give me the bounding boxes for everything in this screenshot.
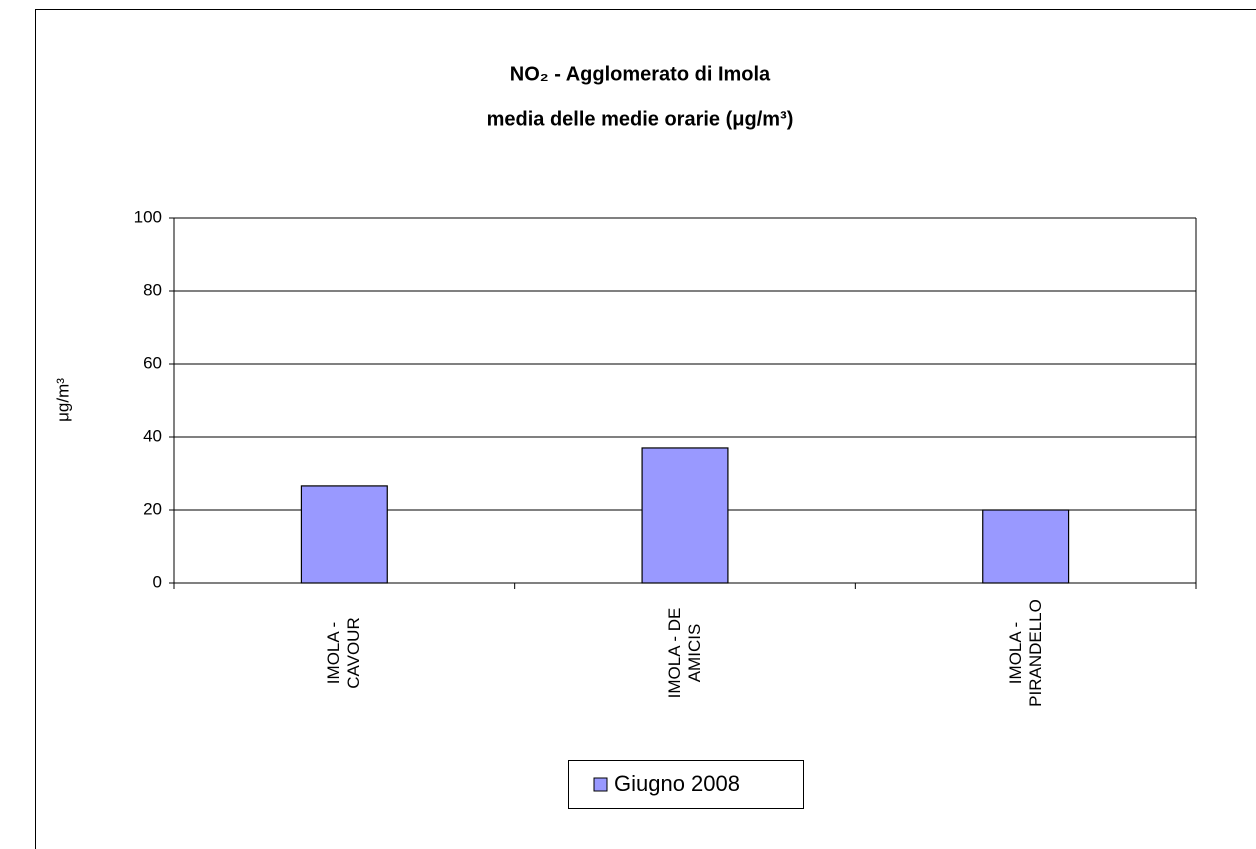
legend-label: Giugno 2008 [614, 771, 740, 796]
y-axis-label: μg/m³ [53, 378, 72, 422]
chart-frame [35, 9, 1256, 849]
x-tick-label: IMOLA - DE AMICIS [665, 607, 704, 699]
y-tick-label: 100 [134, 207, 162, 226]
chart-subtitle: media delle medie orarie (μg/m³) [487, 108, 794, 130]
legend-swatch [593, 777, 608, 792]
bar [641, 447, 729, 584]
x-tick-label: IMOLA - CAVOUR [324, 617, 364, 689]
y-tick-label: 0 [153, 572, 162, 591]
y-tick-label: 40 [143, 426, 162, 445]
y-tick-label: 60 [143, 353, 162, 372]
x-tick-label: IMOLA - PIRANDELLO [1005, 599, 1045, 707]
legend-box [568, 760, 804, 809]
bar [982, 509, 1070, 584]
chart-title: NO₂ - Agglomerato di Imola [510, 63, 771, 85]
bar [300, 485, 388, 584]
y-tick-label: 80 [143, 280, 162, 299]
y-tick-label: 20 [143, 499, 162, 518]
